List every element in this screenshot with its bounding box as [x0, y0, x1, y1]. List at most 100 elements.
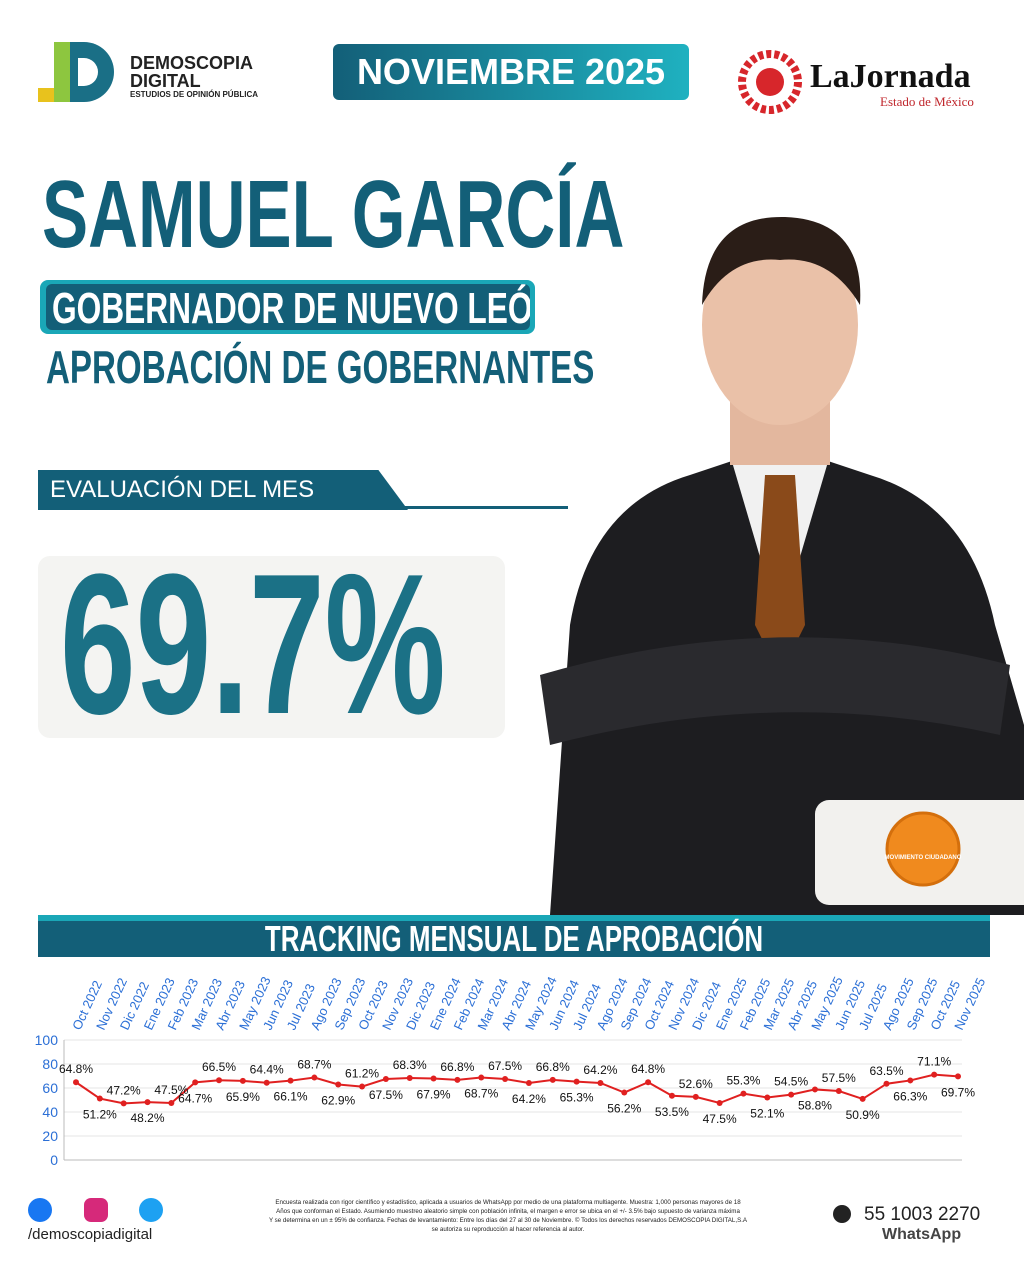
data-label: 64.7%: [178, 1091, 212, 1105]
data-label: 55.3%: [726, 1074, 760, 1088]
data-point: [668, 1092, 675, 1099]
data-label: 66.8%: [440, 1060, 474, 1074]
data-label: 64.8%: [59, 1062, 93, 1076]
data-point: [859, 1095, 866, 1102]
brand-name: DEMOSCOPIA: [130, 53, 254, 73]
data-label: 67.5%: [369, 1088, 403, 1102]
data-label: 52.6%: [679, 1077, 713, 1091]
data-label: 68.7%: [464, 1087, 498, 1101]
social-icons: [28, 1198, 163, 1222]
data-label: 69.7%: [941, 1085, 975, 1099]
data-point: [597, 1079, 604, 1086]
disclaimer-line: Y se determina en un ± 95% de confianza.…: [268, 1217, 748, 1224]
brand-logo-icon: [38, 42, 114, 102]
facebook-icon[interactable]: [28, 1198, 52, 1222]
data-label: 62.9%: [321, 1094, 355, 1108]
disclaimer: Encuesta realizada con rigor científico …: [228, 1198, 788, 1234]
data-point: [740, 1090, 747, 1097]
data-point: [645, 1079, 652, 1086]
y-tick-label: 40: [42, 1104, 58, 1120]
data-label: 47.5%: [703, 1112, 737, 1126]
data-point: [335, 1081, 342, 1088]
data-label: 52.1%: [750, 1106, 784, 1120]
y-tick-label: 0: [50, 1152, 58, 1168]
data-point: [430, 1075, 437, 1082]
data-label: 56.2%: [607, 1102, 641, 1116]
data-label: 58.8%: [798, 1098, 832, 1112]
data-label: 66.8%: [536, 1060, 570, 1074]
data-point: [692, 1093, 699, 1100]
eval-wrap: 69.7%: [60, 530, 627, 760]
brand-subtitle: ESTUDIOS DE OPINIÓN PÚBLICA: [130, 90, 259, 99]
data-label: 64.8%: [631, 1062, 665, 1076]
data-point: [549, 1076, 556, 1083]
data-point: [382, 1076, 389, 1082]
data-label: 67.5%: [488, 1059, 522, 1073]
data-label: 57.5%: [822, 1071, 856, 1085]
disclaimer-line: Años que conforman el Estado. Asumiendo …: [276, 1208, 740, 1215]
data-point: [192, 1079, 199, 1086]
brand-name-2: DIGITAL: [130, 71, 201, 91]
data-point: [120, 1100, 127, 1107]
phone: 55 1003 2270: [864, 1204, 981, 1225]
data-label: 61.2%: [345, 1067, 379, 1081]
data-label: 67.9%: [417, 1088, 451, 1102]
data-point: [311, 1074, 318, 1081]
date-badge: NOVIEMBRE 2025: [333, 44, 689, 100]
chart-title: TRACKING MENSUAL DE APROBACIÓN: [264, 918, 764, 959]
instagram-icon[interactable]: [84, 1198, 108, 1222]
data-point: [931, 1071, 938, 1078]
data-label: 63.5%: [869, 1064, 903, 1078]
partner-name: LaJornada: [810, 58, 971, 95]
data-label: 66.1%: [274, 1090, 308, 1104]
data-point: [788, 1091, 795, 1098]
data-point: [716, 1100, 723, 1106]
data-point: [502, 1076, 509, 1082]
data-point: [406, 1075, 413, 1082]
data-point: [216, 1077, 223, 1084]
eval-box: [38, 556, 505, 738]
data-label: 68.7%: [297, 1058, 331, 1072]
data-point: [835, 1088, 842, 1094]
data-label: 64.2%: [583, 1063, 617, 1077]
phone-label: WhatsApp: [882, 1226, 962, 1243]
data-point: [573, 1078, 580, 1085]
data-label: 65.3%: [560, 1091, 594, 1105]
data-point: [621, 1089, 628, 1096]
data-point: [144, 1099, 151, 1106]
data-label: 64.2%: [512, 1092, 546, 1106]
data-point: [811, 1086, 818, 1093]
portrait: [540, 216, 1024, 915]
party-name: MOVIMIENTO CIUDADANO: [884, 855, 962, 861]
twitter-icon[interactable]: [139, 1198, 163, 1222]
y-tick-label: 80: [42, 1056, 58, 1072]
data-point: [955, 1073, 961, 1080]
series-line: [75, 1073, 959, 1105]
eval-label: EVALUACIÓN DEL MES: [50, 476, 315, 503]
y-tick-label: 100: [35, 1032, 59, 1048]
data-point: [73, 1079, 79, 1086]
data-point: [96, 1095, 103, 1102]
topic-wrap: APROBACIÓN DE GOBERNANTES: [46, 340, 808, 394]
disclaimer-line: Encuesta realizada con rigor científico …: [275, 1199, 741, 1206]
data-label: 53.5%: [655, 1105, 689, 1119]
data-label: 54.5%: [774, 1075, 808, 1089]
brand: DEMOSCOPIA DIGITAL ESTUDIOS DE OPINIÓN P…: [130, 54, 258, 100]
data-label: 64.4%: [250, 1063, 284, 1077]
data-label: 51.2%: [83, 1108, 117, 1122]
data-label: 68.3%: [393, 1058, 427, 1072]
disclaimer-line: se autoriza su reproducción al hacer ref…: [431, 1226, 585, 1233]
whatsapp-icon[interactable]: [832, 1204, 852, 1224]
eval-rule: [38, 506, 568, 509]
date: NOVIEMBRE 2025: [356, 51, 666, 92]
partner-logo-icon: [738, 50, 802, 114]
data-point: [454, 1076, 461, 1083]
person-name: SAMUEL GARCÍA: [42, 161, 625, 268]
topic: APROBACIÓN DE GOBERNANTES: [46, 341, 595, 393]
y-tick-label: 20: [42, 1128, 58, 1144]
data-point: [478, 1074, 485, 1081]
data-point: [168, 1100, 175, 1106]
data-point: [263, 1079, 270, 1086]
